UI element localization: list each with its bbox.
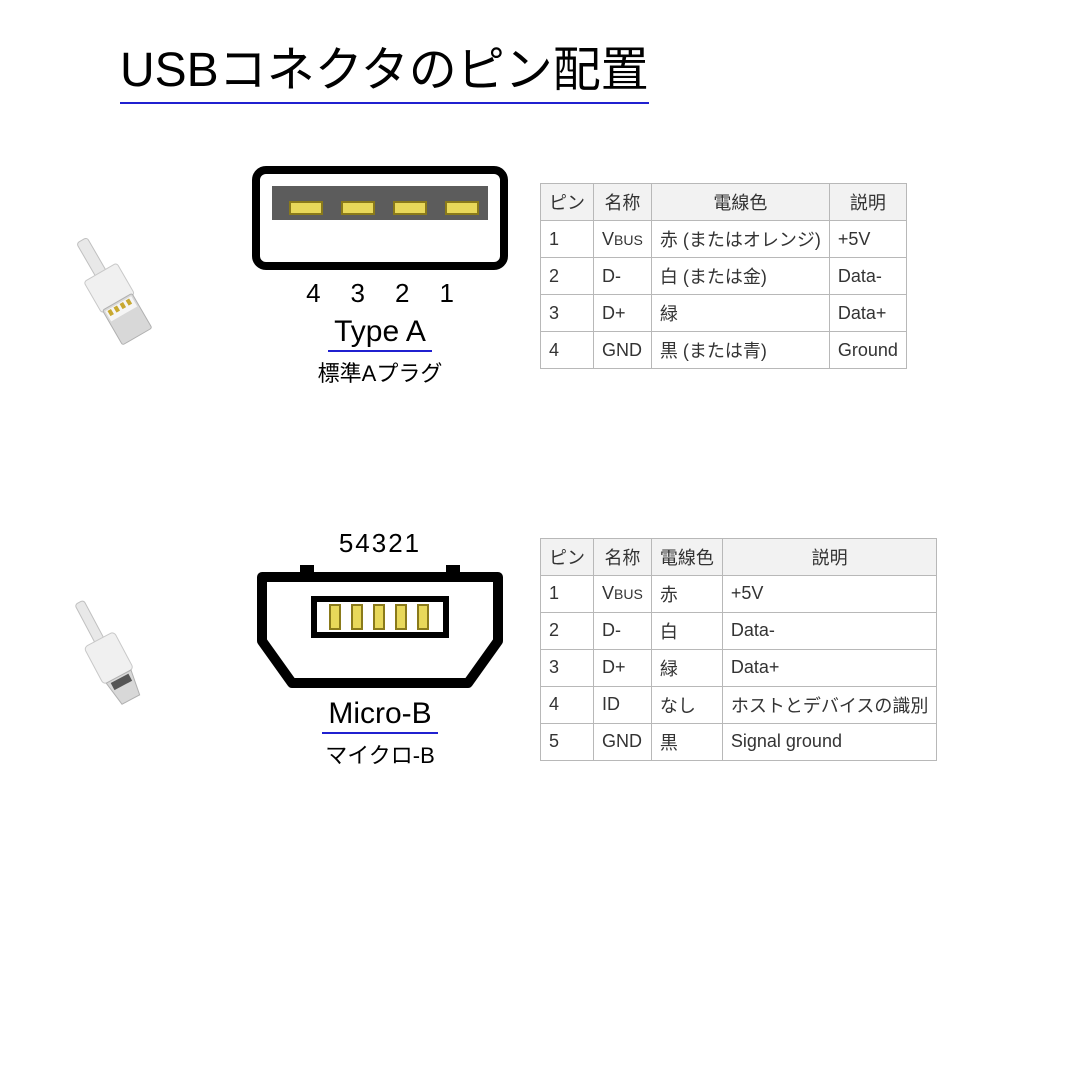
col-name: 名称 <box>594 184 652 221</box>
table-cell: 2 <box>541 258 594 295</box>
table-cell: 赤 <box>651 575 722 612</box>
table-header-row: ピン 名称 電線色 説明 <box>541 184 907 221</box>
col-desc: 説明 <box>722 538 936 575</box>
type-a-section: 4 3 2 1 Type A 標準Aプラグ ピン 名称 電線色 説明 1VBUS… <box>40 164 1040 388</box>
table-cell: 5 <box>541 723 594 760</box>
table-cell: 緑 <box>651 295 829 332</box>
page-title: USBコネクタのピン配置 <box>120 30 649 104</box>
table-row: 5GND黒Signal ground <box>541 723 937 760</box>
table-cell: D+ <box>594 649 652 686</box>
table-cell: Data- <box>829 258 906 295</box>
table-cell: 2 <box>541 612 594 649</box>
table-cell: D- <box>594 258 652 295</box>
table-row: 1VBUS赤+5V <box>541 575 937 612</box>
table-cell: D- <box>594 612 652 649</box>
type-a-label: Type A <box>328 315 432 352</box>
type-a-connector-svg <box>250 164 510 274</box>
table-row: 3D+緑Data+ <box>541 295 907 332</box>
micro-b-label: Micro-B <box>322 697 437 734</box>
type-a-pin-numbers: 4 3 2 1 <box>306 278 454 309</box>
col-desc: 説明 <box>829 184 906 221</box>
table-cell: 白 (または金) <box>651 258 829 295</box>
table-header-row: ピン 名称 電線色 説明 <box>541 538 937 575</box>
table-cell: 4 <box>541 332 594 369</box>
table-cell: 1 <box>541 221 594 258</box>
table-row: 2D-白Data- <box>541 612 937 649</box>
micro-b-connector-svg <box>250 561 510 691</box>
table-cell: 1 <box>541 575 594 612</box>
micro-b-sublabel: マイクロ-B <box>325 738 435 770</box>
table-row: 3D+緑Data+ <box>541 649 937 686</box>
table-cell: Data- <box>722 612 936 649</box>
table-cell: 黒 <box>651 723 722 760</box>
micro-b-pin-numbers: 54321 <box>339 528 421 559</box>
micro-b-table: ピン 名称 電線色 説明 1VBUS赤+5V2D-白Data-3D+緑Data+… <box>540 538 937 761</box>
table-cell: 白 <box>651 612 722 649</box>
table-cell: D+ <box>594 295 652 332</box>
table-cell: +5V <box>829 221 906 258</box>
table-cell: 3 <box>541 649 594 686</box>
table-cell: 赤 (またはオレンジ) <box>651 221 829 258</box>
type-a-diagram: 4 3 2 1 Type A 標準Aプラグ <box>250 164 510 388</box>
table-cell: なし <box>651 686 722 723</box>
table-cell: 緑 <box>651 649 722 686</box>
type-a-sublabel: 標準Aプラグ <box>318 356 443 388</box>
col-wirecolor: 電線色 <box>651 538 722 575</box>
table-cell: Signal ground <box>722 723 936 760</box>
col-pin: ピン <box>541 184 594 221</box>
table-cell: ID <box>594 686 652 723</box>
micro-b-section: 54321 Micro-B マイクロ-B ピン 名称 電線色 説明 <box>40 528 1040 770</box>
table-cell: Data+ <box>829 295 906 332</box>
table-cell: Data+ <box>722 649 936 686</box>
micro-b-diagram: 54321 Micro-B マイクロ-B <box>250 528 510 770</box>
type-a-cable-illustration <box>40 196 220 356</box>
table-cell: 黒 (または青) <box>651 332 829 369</box>
col-name: 名称 <box>594 538 652 575</box>
table-row: 2D-白 (または金)Data- <box>541 258 907 295</box>
table-cell: VBUS <box>594 221 652 258</box>
col-pin: ピン <box>541 538 594 575</box>
table-cell: ホストとデバイスの識別 <box>722 686 936 723</box>
col-wirecolor: 電線色 <box>651 184 829 221</box>
table-cell: GND <box>594 723 652 760</box>
table-row: 4GND黒 (または青)Ground <box>541 332 907 369</box>
micro-b-cable-illustration <box>40 569 220 729</box>
table-cell: +5V <box>722 575 936 612</box>
table-cell: VBUS <box>594 575 652 612</box>
table-cell: GND <box>594 332 652 369</box>
table-cell: Ground <box>829 332 906 369</box>
table-cell: 3 <box>541 295 594 332</box>
type-a-table: ピン 名称 電線色 説明 1VBUS赤 (またはオレンジ)+5V2D-白 (また… <box>540 183 907 369</box>
table-row: 4IDなしホストとデバイスの識別 <box>541 686 937 723</box>
table-row: 1VBUS赤 (またはオレンジ)+5V <box>541 221 907 258</box>
table-cell: 4 <box>541 686 594 723</box>
